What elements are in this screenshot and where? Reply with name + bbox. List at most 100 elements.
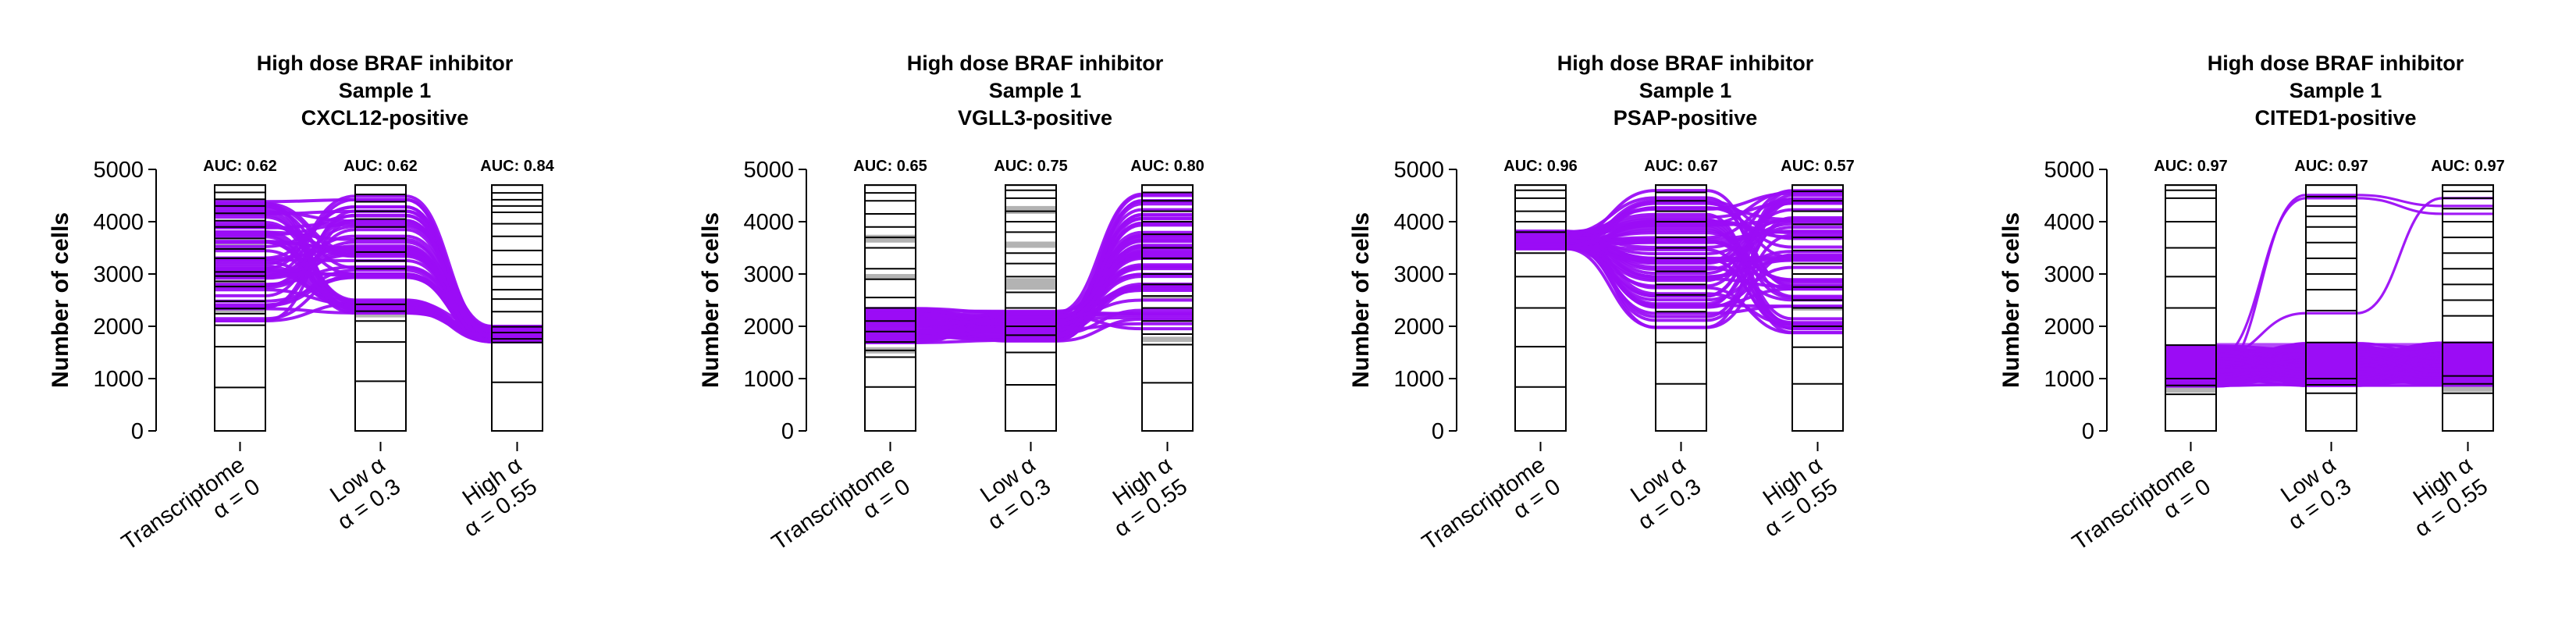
column-outline: [2442, 184, 2494, 432]
x-tick-label: High αα = 0.55: [2409, 453, 2492, 543]
column-outline: [1514, 184, 1567, 432]
auc-label-3: AUC: 0.97: [2431, 158, 2504, 175]
y-axis-title: Number of cells: [698, 212, 724, 388]
auc-label-2: AUC: 0.62: [343, 158, 417, 175]
panel-2: High dose BRAF inhibitor Sample 1 VGLL3-po…: [698, 52, 1204, 556]
auc-label-1: AUC: 0.65: [853, 158, 927, 175]
auc-label-2: AUC: 0.67: [1644, 158, 1717, 175]
y-tick-label: 0: [1432, 419, 1444, 444]
y-tick-label: 1000: [743, 367, 794, 392]
y-tick-label: 4000: [1393, 210, 1444, 235]
auc-label-3: AUC: 0.80: [1130, 158, 1204, 175]
panel-marker-title: VGLL3-positive: [958, 106, 1112, 130]
panel-1: High dose BRAF inhibitor Sample 1 CXCL12-p…: [48, 52, 555, 556]
highlighted-cluster-segment: [1005, 205, 1056, 214]
auc-label-3: AUC: 0.84: [480, 158, 554, 175]
highlighted-cluster-segment: [1005, 278, 1056, 290]
highlighted-cluster-segment: [865, 274, 916, 279]
y-tick-label: 5000: [93, 158, 144, 183]
auc-label-1: AUC: 0.96: [1503, 158, 1577, 175]
panel-3: High dose BRAF inhibitor Sample 1 PSAP-pos…: [1348, 52, 1855, 556]
y-tick-label: 3000: [2044, 262, 2094, 287]
column-outline: [1655, 184, 1707, 432]
panel-marker-title: PSAP-positive: [1614, 106, 1758, 130]
column-2: [2305, 184, 2357, 432]
panel-marker-title: CITED1-positive: [2254, 106, 2416, 130]
flow-line: [215, 197, 543, 343]
highlighted-cluster-segment: [1142, 296, 1193, 301]
flow-line: [2165, 197, 2493, 360]
highlighted-cluster-segment: [1142, 336, 1193, 343]
auc-label-3: AUC: 0.57: [1781, 158, 1854, 175]
y-tick-label: 3000: [1393, 262, 1444, 287]
column-outline: [354, 184, 407, 432]
panel-subtitle: Sample 1: [989, 79, 1082, 102]
y-tick-label: 0: [131, 419, 144, 444]
flow-line: [1515, 244, 1843, 315]
y-tick-label: 3000: [743, 262, 794, 287]
flow-band: [2165, 344, 2216, 387]
panel-marker-title: CXCL12-positive: [301, 106, 469, 130]
flow-band: [2216, 343, 2443, 387]
y-tick-label: 5000: [2044, 158, 2094, 183]
y-tick-label: 4000: [2044, 210, 2094, 235]
flow-band: [2443, 344, 2493, 387]
x-tick-label: High αα = 0.55: [1759, 453, 1842, 543]
flow-line: [215, 212, 543, 338]
y-tick-label: 2000: [2044, 315, 2094, 340]
y-tick-label: 4000: [743, 210, 794, 235]
x-tick-label: Low αα = 0.3: [1626, 453, 1706, 535]
panel-subtitle: Sample 1: [339, 79, 432, 102]
auc-label-2: AUC: 0.75: [994, 158, 1067, 175]
column-outline: [1141, 184, 1194, 432]
highlighted-cluster-segment: [865, 234, 916, 243]
panel-title: High dose BRAF inhibitor: [907, 52, 1164, 75]
highlighted-cluster-segment: [2443, 383, 2493, 392]
column-outline: [1791, 184, 1844, 432]
y-tick-label: 5000: [743, 158, 794, 183]
y-axis-title: Number of cells: [1998, 212, 2024, 388]
x-tick-label: Low αα = 0.3: [2276, 453, 2356, 535]
column-outline: [2165, 184, 2217, 432]
y-tick-label: 5000: [1393, 158, 1444, 183]
auc-label-1: AUC: 0.62: [203, 158, 276, 175]
flow-line: [1515, 224, 1843, 326]
column-outline: [214, 184, 266, 432]
y-tick-label: 2000: [743, 315, 794, 340]
y-tick-label: 1000: [93, 367, 144, 392]
column-3: [491, 184, 543, 432]
auc-label-1: AUC: 0.97: [2154, 158, 2227, 175]
y-tick-label: 3000: [93, 262, 144, 287]
flow-line: [865, 217, 1193, 336]
y-tick-label: 2000: [93, 315, 144, 340]
panel-subtitle: Sample 1: [1639, 79, 1732, 102]
flow-line: [215, 270, 543, 343]
column-outline: [864, 184, 916, 432]
y-tick-label: 1000: [2044, 367, 2094, 392]
y-axis-title: Number of cells: [48, 212, 73, 388]
highlighted-cluster-segment: [1005, 241, 1056, 248]
panel-title: High dose BRAF inhibitor: [1557, 52, 1814, 75]
panel-4: High dose BRAF inhibitor Sample 1 CITED1-p…: [1998, 52, 2505, 556]
x-tick-label: Low αα = 0.3: [976, 453, 1055, 535]
y-tick-label: 0: [781, 419, 794, 444]
flow-group: [865, 192, 1193, 345]
y-tick-label: 4000: [93, 210, 144, 235]
y-tick-label: 0: [2082, 419, 2094, 444]
column-outline: [2305, 184, 2357, 432]
x-tick-label: High αα = 0.55: [458, 453, 542, 543]
panel-title: High dose BRAF inhibitor: [257, 52, 514, 75]
column-outline: [1005, 184, 1057, 432]
panel-title: High dose BRAF inhibitor: [2208, 52, 2464, 75]
panel-subtitle: Sample 1: [2290, 79, 2382, 102]
highlighted-cluster-segment: [2165, 384, 2216, 393]
column-outline: [491, 184, 543, 432]
y-tick-label: 2000: [1393, 315, 1444, 340]
x-tick-label: High αα = 0.55: [1108, 453, 1192, 543]
y-tick-label: 1000: [1393, 367, 1444, 392]
